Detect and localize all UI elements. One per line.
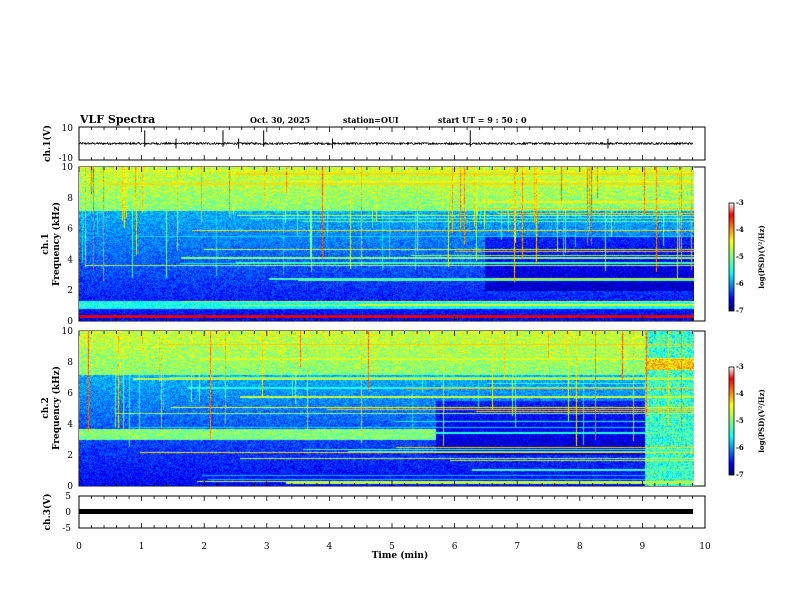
ch1-ytick-top: 10	[62, 124, 74, 134]
ch3-waveform-ticks	[78, 496, 706, 528]
start-ut-label: start UT = 9 : 50 : 0	[438, 115, 527, 125]
ch1-waveform-panel: 10 -10 ch.1(V)	[42, 124, 706, 164]
ch2-spectrogram-ylabel: ch.2	[41, 397, 51, 418]
ch2-freq-tick-4: 4	[67, 420, 73, 430]
figure-title: VLF Spectra	[79, 113, 155, 126]
time-tick-5: 5	[389, 542, 395, 552]
ch3-waveform-panel: 5 0 -5 ch.3(V)	[42, 492, 706, 534]
time-tick-6: 6	[452, 542, 458, 552]
time-tick-4: 4	[327, 542, 333, 552]
ch1-freq-tick-10: 10	[62, 163, 74, 173]
ch2-colorbar-gradient	[728, 366, 735, 476]
ch1-waveform-trace	[78, 141, 694, 146]
ch2-cbar-tick-4: -4	[736, 389, 744, 398]
time-tick-1: 1	[139, 542, 145, 552]
figure-header: VLF Spectra Oct. 30, 2025 station=OUI st…	[79, 113, 527, 126]
ch1-cbar-tick-5: -5	[736, 252, 744, 261]
ch1-ytick-bottom: -10	[59, 154, 74, 164]
ch1-freq-tick-4: 4	[67, 255, 73, 265]
ch2-spectrogram-panel: 0 2 4 6 8 10 ch.2 Frequency (kHz)	[41, 327, 706, 492]
ch1-colorbar-label: log(PSD)(V²/Hz)	[757, 225, 766, 289]
ch2-freq-tick-10: 10	[62, 327, 74, 337]
time-tick-9: 9	[640, 542, 646, 552]
ch1-colorbar-gradient	[728, 202, 735, 312]
ch1-cbar-tick-7: -7	[736, 306, 744, 315]
time-tick-0: 0	[76, 542, 82, 552]
ch2-spectrogram-image	[79, 331, 694, 486]
ch2-freq-tick-2: 2	[67, 451, 73, 461]
time-axis: 0 1 2 3 4 5 6 7 8 9 10 Time (min)	[76, 542, 711, 561]
ch2-colorbar-label: log(PSD)(V²/Hz)	[757, 389, 766, 453]
time-tick-3: 3	[264, 542, 270, 552]
ch2-colorbar: -3 -4 -5 -6 -7 log(PSD)(V²/Hz)	[728, 362, 766, 479]
ch1-cbar-tick-6: -6	[736, 279, 744, 288]
ch1-freq-tick-0: 0	[67, 317, 73, 327]
ch1-cbar-tick-3: -3	[736, 198, 744, 207]
time-tick-2: 2	[201, 542, 207, 552]
ch3-waveform-trace	[79, 509, 693, 514]
ch1-freq-tick-8: 8	[67, 194, 73, 204]
ch1-freq-tick-6: 6	[67, 225, 73, 235]
ch2-spectrogram-ticks	[78, 331, 706, 486]
ch3-ytick-mid: 0	[65, 508, 71, 518]
station-label: station=OUI	[343, 115, 399, 125]
ch3-ytick-bottom: -5	[62, 524, 71, 534]
ch2-cbar-tick-3: -3	[736, 362, 744, 371]
ch2-freq-tick-0: 0	[67, 482, 73, 492]
time-tick-8: 8	[577, 542, 583, 552]
ch3-waveform-ylabel: ch.3(V)	[42, 494, 53, 531]
ch2-frequency-ylabel: Frequency (kHz)	[51, 366, 62, 450]
ch2-cbar-tick-6: -6	[736, 443, 744, 452]
ch3-ytick-top: 5	[65, 492, 71, 502]
time-tick-7: 7	[514, 542, 520, 552]
ch1-spectrogram-panel: 0 2 4 6 8 10 ch.1 Frequency (kHz)	[41, 163, 706, 327]
ch1-freq-tick-2: 2	[67, 286, 73, 296]
time-axis-label: Time (min)	[372, 550, 429, 561]
ch2-cbar-tick-7: -7	[736, 470, 744, 479]
time-tick-10: 10	[699, 542, 711, 552]
ch1-cbar-tick-4: -4	[736, 225, 744, 234]
ch1-frequency-ylabel: Frequency (kHz)	[51, 202, 62, 286]
ch1-waveform-ticks	[78, 127, 706, 160]
ch2-freq-tick-6: 6	[67, 389, 73, 399]
ch2-cbar-tick-5: -5	[736, 416, 744, 425]
ch1-spikes	[144, 130, 609, 149]
ch2-freq-tick-8: 8	[67, 358, 73, 368]
ch1-spectrogram-ticks	[78, 167, 706, 321]
date-label: Oct. 30, 2025	[250, 115, 310, 125]
ch1-spectrogram-image	[79, 167, 694, 321]
ch1-waveform-ylabel: ch.1(V)	[42, 125, 53, 162]
ch1-spectrogram-ylabel: ch.1	[41, 233, 51, 254]
ch1-colorbar: -3 -4 -5 -6 -7 log(PSD)(V²/Hz)	[728, 198, 766, 315]
